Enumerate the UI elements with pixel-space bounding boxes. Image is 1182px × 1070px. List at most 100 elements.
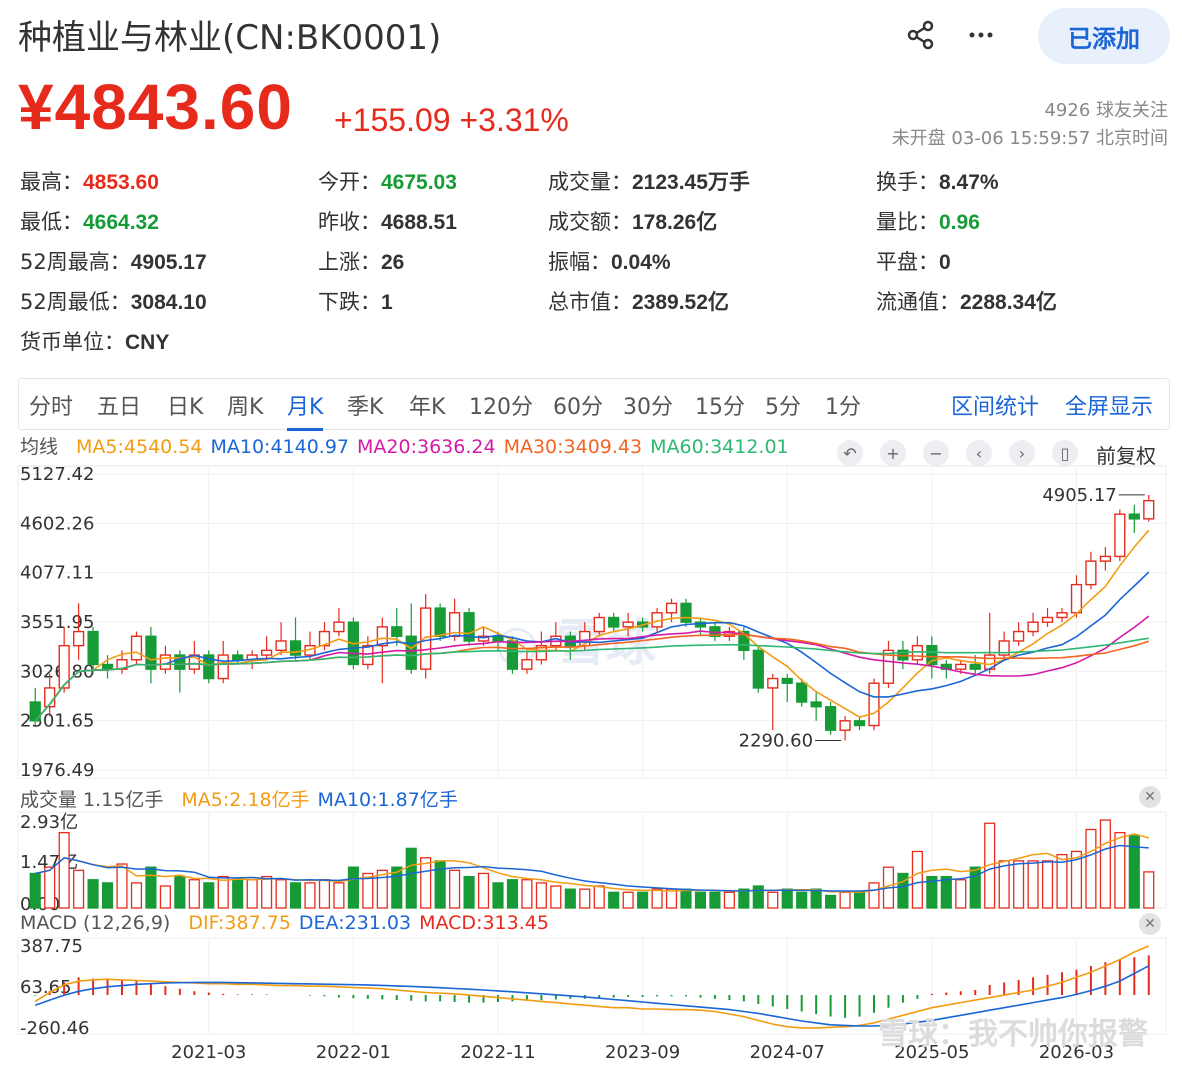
candle-body xyxy=(434,607,446,637)
tab-9[interactable]: 30分 xyxy=(623,395,673,420)
period-tabs: 分时 五日 日K 周K 月K 季K 年K 120分 60分 30分 15分 5分 1分 区间统计 全屏显示 xyxy=(18,378,1170,431)
stat-value: 4675.03 xyxy=(381,171,457,194)
chevron-left-icon[interactable]: ‹ xyxy=(966,440,992,466)
candle-body xyxy=(1041,616,1054,623)
candle-type-icon[interactable]: ▯ xyxy=(1052,440,1078,466)
close-volume-icon[interactable]: ✕ xyxy=(1139,786,1161,808)
volume-bar xyxy=(752,885,764,909)
volume-bar xyxy=(101,882,114,909)
tab-3[interactable]: 周K xyxy=(227,395,264,420)
stat-label: 货币单位： xyxy=(20,330,125,354)
tab-2[interactable]: 日K xyxy=(167,395,204,420)
macd-axis-label: 63.65 xyxy=(20,977,72,998)
stat-label: 下跌： xyxy=(318,290,381,314)
candle-body xyxy=(882,649,895,684)
candle-body xyxy=(998,640,1010,656)
volume-bar xyxy=(521,879,533,909)
volume-bar xyxy=(261,875,273,909)
fullscreen-link[interactable]: 全屏显示 xyxy=(1065,395,1154,420)
legend-item: MA5:4540.54 xyxy=(76,436,203,458)
candle-body xyxy=(926,644,938,666)
volume-bar xyxy=(897,872,909,909)
volume-bar xyxy=(1013,860,1025,909)
volume-bar xyxy=(1056,853,1068,909)
range-stats-link[interactable]: 区间统计 xyxy=(951,395,1040,420)
more-icon[interactable] xyxy=(964,18,998,52)
legend-item: MA60:3412.01 xyxy=(650,436,789,458)
close-macd-icon[interactable]: ✕ xyxy=(1139,913,1161,935)
volume-bar xyxy=(1114,831,1126,909)
stat-label: 换手： xyxy=(876,170,939,194)
zoom-in-icon[interactable]: + xyxy=(880,440,906,466)
candle-body xyxy=(275,640,287,652)
adjust-selector[interactable]: 前复权 xyxy=(1096,444,1156,468)
ma10-line xyxy=(34,571,1150,722)
stat-item: 振幅：0.04% xyxy=(548,246,671,276)
volume-ma5-line xyxy=(35,833,1150,894)
stat-label: 上涨： xyxy=(318,250,381,274)
tab-5[interactable]: 季K xyxy=(347,395,384,420)
volume-bar xyxy=(1099,819,1111,909)
stat-value: 2123.45万手 xyxy=(632,171,750,194)
volume-bar xyxy=(796,891,808,909)
tab-6[interactable]: 年K xyxy=(409,395,446,420)
x-tick-label: 2024-07 xyxy=(750,1042,825,1063)
candle-body xyxy=(260,649,273,656)
legend-item: MA5:2.18亿手 xyxy=(181,789,310,811)
tab-1[interactable]: 五日 xyxy=(97,395,142,420)
legend-item: MA10:1.87亿手 xyxy=(317,789,458,811)
stat-value: 4905.17 xyxy=(130,251,207,274)
volume-bar xyxy=(506,879,519,909)
volume-bar xyxy=(73,869,85,909)
candle-body xyxy=(1143,499,1155,520)
stat-value: 26 xyxy=(381,251,405,274)
candle-body xyxy=(477,635,490,642)
volume-bar xyxy=(246,879,258,909)
tab-4[interactable]: 月K xyxy=(287,389,324,431)
stat-item: 换手：8.47% xyxy=(876,166,999,196)
volume-bar xyxy=(1085,828,1097,909)
volume-bar xyxy=(362,872,374,909)
chevron-right-icon[interactable]: › xyxy=(1009,440,1035,466)
candle-body xyxy=(376,626,388,647)
candle-body xyxy=(130,635,143,661)
stat-value: CNY xyxy=(125,331,170,354)
tab-0[interactable]: 分时 xyxy=(29,395,74,420)
price-change: +155.09 +3.31% xyxy=(334,102,569,138)
ma5-line xyxy=(34,529,1150,722)
undo-icon[interactable]: ↶ xyxy=(837,440,863,466)
candle-body xyxy=(246,654,258,661)
volume-bar xyxy=(955,879,967,909)
candle-body xyxy=(550,635,562,647)
tab-10[interactable]: 15分 xyxy=(695,395,745,420)
stat-value: 4688.51 xyxy=(381,211,457,234)
watchlist-added-button[interactable]: 已添加 xyxy=(1038,8,1170,64)
price-axis-label: 2501.65 xyxy=(20,711,94,732)
candle-body xyxy=(738,630,750,652)
volume-bar xyxy=(940,875,952,909)
candle-body xyxy=(492,635,504,642)
tab-12[interactable]: 1分 xyxy=(825,395,861,420)
candle-body xyxy=(448,612,461,637)
stat-item: 平盘：0 xyxy=(876,246,951,276)
candle-body xyxy=(58,644,70,689)
volume-bar xyxy=(680,888,692,909)
stat-value: 4853.60 xyxy=(83,171,159,194)
volume-bar xyxy=(637,891,649,909)
volume-bar xyxy=(188,879,200,909)
tab-7[interactable]: 120分 xyxy=(469,395,533,420)
tab-11[interactable]: 5分 xyxy=(765,395,801,420)
volume-panel xyxy=(17,811,1167,909)
stat-value: 1 xyxy=(381,291,393,314)
volume-bar xyxy=(781,888,793,909)
legend-item: DIF:387.75 xyxy=(188,912,291,934)
zoom-out-icon[interactable]: − xyxy=(923,440,949,466)
stat-label: 振幅： xyxy=(548,250,611,274)
volume-bar xyxy=(1143,871,1155,909)
volume-bar xyxy=(29,872,41,909)
followers-count[interactable]: 4926 球友关注 xyxy=(1044,100,1168,121)
share-icon[interactable] xyxy=(904,18,938,52)
volume-bar xyxy=(1070,850,1083,909)
tab-8[interactable]: 60分 xyxy=(553,395,603,420)
